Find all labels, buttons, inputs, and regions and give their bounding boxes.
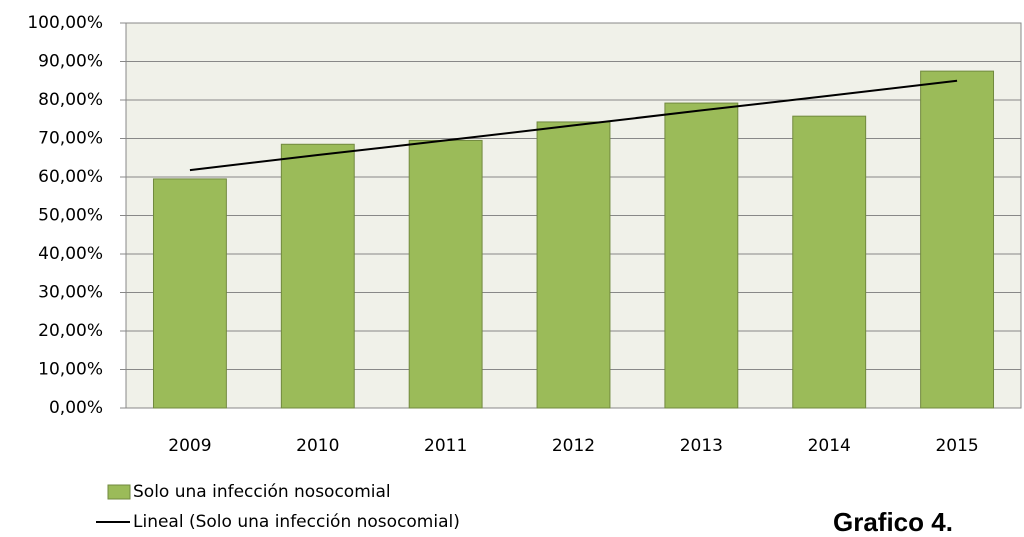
y-tick-label: 40,00% (38, 244, 103, 264)
legend-label: Lineal (Solo una infección nosocomial) (133, 512, 460, 532)
legend-swatch (107, 484, 131, 500)
y-tick-label: 0,00% (49, 398, 103, 418)
x-tick-label: 2015 (935, 436, 978, 456)
legend-label: Solo una infección nosocomial (133, 482, 391, 502)
y-tick-label: 60,00% (38, 167, 103, 187)
bar (792, 115, 867, 409)
bar (920, 70, 995, 409)
y-tick-label: 10,00% (38, 360, 103, 380)
y-tick-label: 50,00% (38, 206, 103, 226)
bar (408, 139, 483, 409)
x-tick-label: 2010 (296, 436, 339, 456)
y-tick-label: 80,00% (38, 90, 103, 110)
figure-caption: Grafico 4. (833, 507, 953, 537)
x-tick-label: 2011 (424, 436, 467, 456)
x-tick-label: 2012 (552, 436, 595, 456)
x-tick-label: 2009 (168, 436, 211, 456)
bar (536, 121, 611, 409)
x-tick-label: 2013 (680, 436, 723, 456)
y-tick-label: 100,00% (27, 13, 103, 33)
trendline (189, 79, 958, 172)
x-tick-label: 2014 (808, 436, 851, 456)
y-tick-label: 30,00% (38, 283, 103, 303)
y-tick-label: 70,00% (38, 129, 103, 149)
y-tick-label: 20,00% (38, 321, 103, 341)
bar (280, 143, 355, 409)
bar (664, 102, 739, 409)
bar (152, 178, 227, 409)
y-tick-label: 90,00% (38, 52, 103, 72)
